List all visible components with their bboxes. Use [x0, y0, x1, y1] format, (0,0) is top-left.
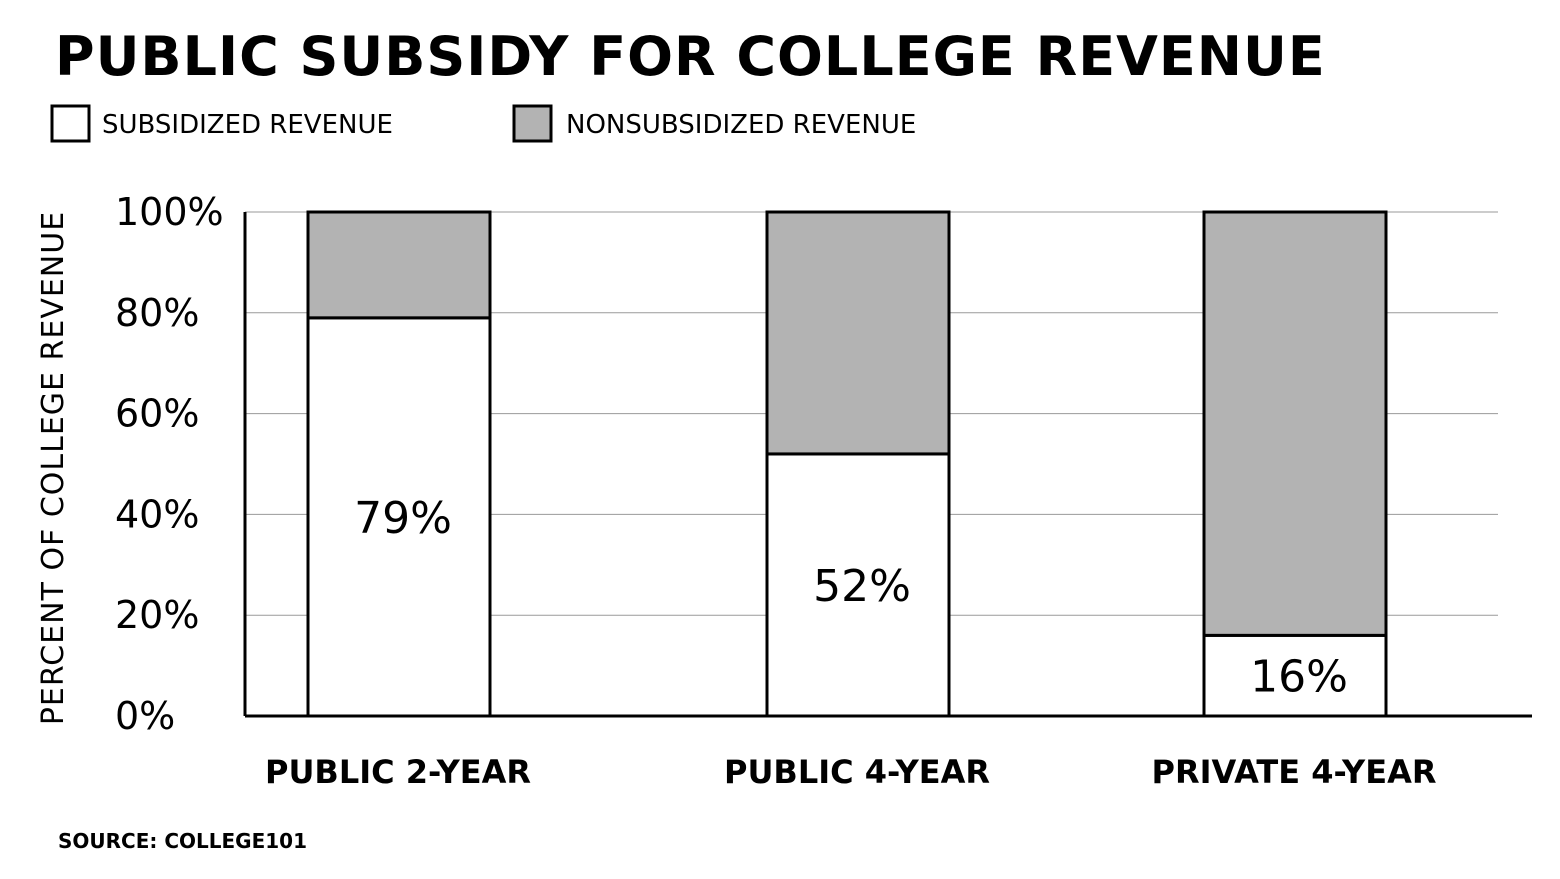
x-tick-label: PUBLIC 4-YEAR [724, 753, 990, 791]
x-tick-label: PUBLIC 2-YEAR [265, 753, 531, 791]
legend-label-subsidized: SUBSIDIZED REVENUE [102, 110, 393, 140]
y-tick-label: 40% [115, 492, 199, 536]
chart-title: PUBLIC SUBSIDY FOR COLLEGE REVENUE [55, 25, 1326, 88]
y-tick-label: 100% [115, 190, 224, 234]
x-tick-labels: PUBLIC 2-YEAR PUBLIC 4-YEAR PRIVATE 4-YEAR [265, 753, 1437, 791]
legend: SUBSIDIZED REVENUE NONSUBSIDIZED REVENUE [50, 104, 916, 143]
bar-nonsubsidized [306, 210, 492, 320]
bar-nonsubsidized [765, 210, 951, 456]
legend-swatch-nonsubsidized [512, 104, 553, 143]
x-tick-label: PRIVATE 4-YEAR [1152, 753, 1437, 791]
y-tick-label: 20% [115, 593, 199, 637]
y-tick-label: 0% [115, 694, 175, 738]
y-ticks: 0% 20% 40% 60% 80% 100% [115, 190, 224, 738]
legend-swatch-subsidized [50, 104, 91, 143]
data-labels: 79% 52% 16% [354, 493, 1348, 703]
y-tick-label: 60% [115, 392, 199, 436]
bars [306, 210, 1388, 718]
y-axis-label: PERCENT OF COLLEGE REVENUE [36, 211, 71, 725]
y-tick-label: 80% [115, 291, 199, 335]
axes [243, 212, 1532, 718]
source-note: SOURCE: COLLEGE101 [58, 829, 307, 853]
legend-label-nonsubsidized: NONSUBSIDIZED REVENUE [566, 110, 916, 140]
bar-subsidized [306, 316, 492, 718]
data-label: 16% [1250, 652, 1348, 703]
data-label: 52% [813, 561, 911, 612]
bar-nonsubsidized [1202, 210, 1388, 637]
data-label: 79% [354, 493, 452, 544]
